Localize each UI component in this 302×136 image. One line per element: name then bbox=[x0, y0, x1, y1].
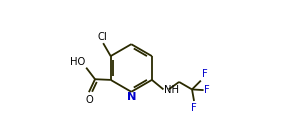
Text: Cl: Cl bbox=[98, 32, 108, 42]
Text: N: N bbox=[127, 92, 136, 103]
Text: F: F bbox=[201, 69, 207, 79]
Text: HO: HO bbox=[70, 57, 85, 67]
Text: O: O bbox=[85, 95, 93, 105]
Text: NH: NH bbox=[164, 85, 179, 95]
Text: F: F bbox=[191, 103, 197, 113]
Text: F: F bbox=[204, 85, 210, 95]
